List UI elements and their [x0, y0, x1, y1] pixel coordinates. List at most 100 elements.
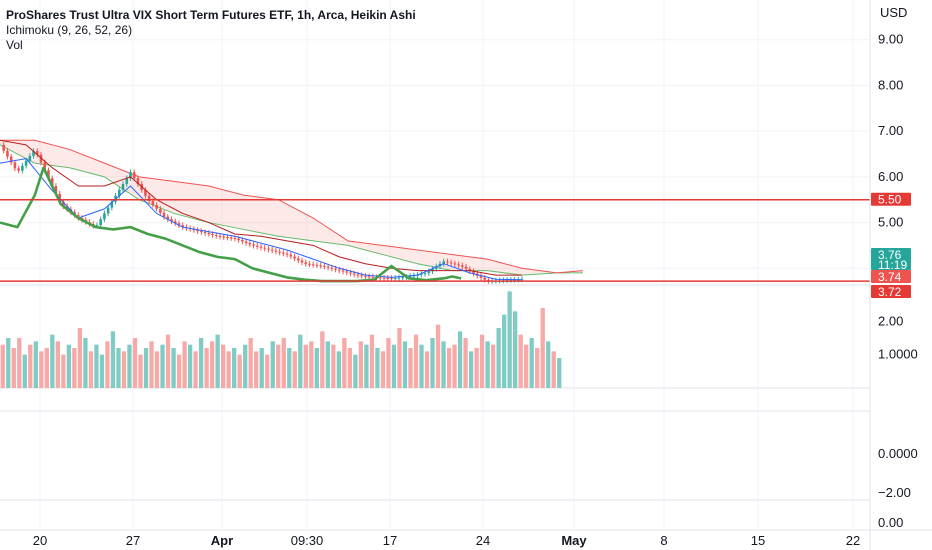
price-tick-label: 8.00	[878, 77, 903, 92]
candle-body	[449, 262, 453, 264]
volume-bar	[336, 351, 342, 388]
time-tick-label: 09:30	[291, 533, 324, 548]
volume-bar	[446, 348, 452, 388]
candle-body	[423, 273, 427, 275]
price-tag-label: 5.50	[878, 193, 902, 207]
candle-body	[9, 156, 13, 163]
candle-body	[296, 258, 300, 261]
volume-bar	[77, 328, 83, 388]
volume-bar	[220, 344, 226, 388]
volume-bar	[160, 344, 165, 388]
price-tick-label: 6.00	[878, 169, 903, 184]
volume-bar	[397, 328, 402, 388]
volume-bar	[149, 341, 154, 388]
candle-body	[159, 208, 162, 213]
volume-bar	[518, 334, 523, 388]
price-tick-label: 9.00	[878, 32, 903, 47]
candle-body	[226, 237, 229, 239]
volume-bar	[11, 348, 16, 388]
candle-body	[483, 277, 487, 280]
volume-bar	[369, 334, 375, 388]
volume-bar	[501, 314, 507, 388]
price-tag-countdown: 11:19	[878, 258, 907, 272]
time-axis[interactable]: 20 27 Apr 09:30 17 24 May 8 15 22	[33, 533, 860, 548]
candle-body	[371, 276, 375, 278]
volume-bar	[50, 334, 55, 388]
lower-pane-tick-label: 0.0000	[878, 446, 918, 461]
candle-body	[118, 189, 121, 196]
candle-body	[214, 234, 218, 236]
volume-tick-label: 1.0000	[878, 347, 918, 362]
price-tag-background	[871, 248, 911, 270]
candle-body	[28, 155, 32, 161]
volume-bar	[165, 334, 171, 388]
candle-body	[352, 273, 356, 275]
ichimoku-lines	[0, 139, 523, 283]
symbol-title[interactable]: ProShares Trust Ultra VIX Short Term Fut…	[6, 8, 416, 22]
candle-body	[431, 268, 434, 272]
candle-body	[129, 172, 132, 179]
candle-body	[267, 248, 270, 250]
volume-legend[interactable]: Vol	[6, 38, 23, 52]
volume-bar	[270, 341, 275, 388]
volume-bar	[303, 344, 308, 388]
volume-bar	[265, 354, 270, 388]
volume-bar	[309, 341, 314, 388]
candle-body	[311, 264, 315, 266]
candle-body	[24, 160, 28, 166]
lagging-span-line	[0, 166, 462, 283]
volume-bar	[353, 354, 358, 388]
volume-bar	[28, 344, 33, 388]
volume-bar	[402, 341, 408, 388]
candle-body	[229, 237, 233, 239]
candle-body	[103, 213, 106, 220]
volume-bar	[22, 354, 27, 388]
candle-body	[54, 186, 58, 194]
candle-body	[397, 277, 401, 279]
horizontal-lines	[0, 198, 870, 282]
candle-body	[252, 244, 255, 246]
candle-body	[338, 269, 341, 271]
volume-bar	[535, 348, 540, 388]
candle-body	[99, 219, 102, 226]
candle-body	[233, 238, 237, 240]
candle-body	[304, 262, 308, 264]
volume-bar	[39, 351, 44, 388]
candle-body	[121, 184, 125, 190]
candle-body	[386, 277, 390, 279]
ichimoku-legend[interactable]: Ichimoku (9, 26, 52, 26)	[6, 23, 133, 37]
volume-bar	[496, 328, 501, 388]
candle-body	[401, 277, 404, 279]
senkou-span-a-line	[0, 144, 583, 276]
volume-bar	[132, 338, 138, 388]
candle-body	[334, 268, 337, 270]
chart-legend: ProShares Trust Ultra VIX Short Term Fut…	[6, 8, 416, 53]
volume-bar	[546, 341, 551, 388]
volume-bar	[154, 351, 160, 388]
volume-bar	[6, 338, 11, 388]
volume-bar	[83, 338, 88, 388]
volume-bar	[287, 348, 292, 388]
volume-bar	[314, 348, 319, 388]
volume-bar	[435, 324, 441, 388]
volume-bar	[44, 348, 49, 388]
currency-label: USD	[880, 5, 907, 20]
candle-body	[520, 279, 524, 281]
volume-bar	[215, 334, 220, 388]
candle-body	[453, 263, 457, 265]
volume-bar	[468, 351, 474, 388]
volume-bar	[127, 344, 132, 388]
volume-bar	[331, 344, 336, 388]
candle-body	[144, 189, 147, 196]
price-tag-label: 3.72	[878, 285, 902, 299]
candle-body	[248, 242, 252, 245]
price-tag-background	[871, 270, 911, 283]
time-tick-label: Apr	[211, 533, 233, 548]
candle-body	[155, 204, 158, 209]
candle-body	[349, 272, 352, 274]
candle-body	[408, 276, 412, 278]
candle-body	[367, 276, 371, 278]
volume-bar	[292, 351, 297, 388]
